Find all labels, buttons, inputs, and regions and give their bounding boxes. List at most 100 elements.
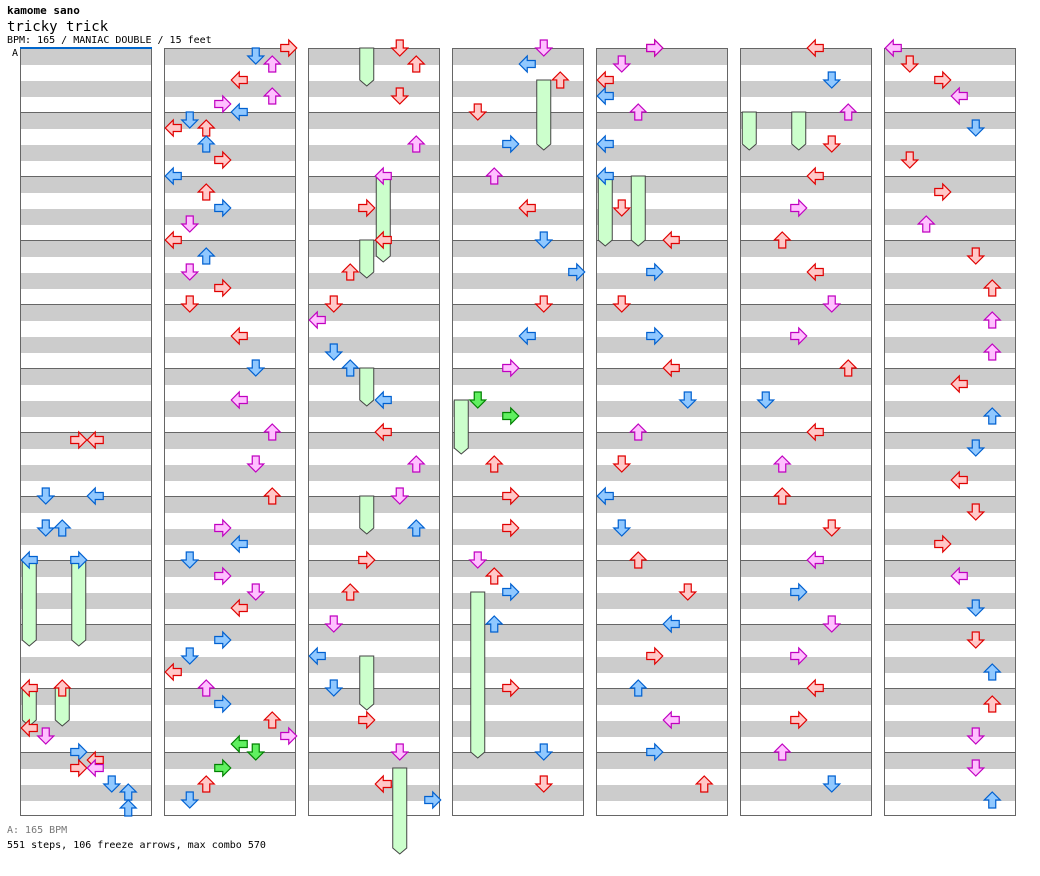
right-arrow-icon (70, 742, 88, 762)
up-arrow-icon (772, 743, 792, 761)
up-arrow-icon (52, 679, 72, 697)
down-arrow-icon (966, 119, 986, 137)
down-arrow-icon (468, 103, 488, 121)
down-arrow-icon (822, 71, 842, 89)
down-arrow-icon (822, 775, 842, 793)
right-arrow-icon (790, 198, 808, 218)
measure-line (741, 560, 871, 561)
up-arrow-icon (196, 679, 216, 697)
measure-line (165, 496, 295, 497)
down-arrow-icon (612, 295, 632, 313)
measure-line (453, 624, 583, 625)
up-arrow-icon (694, 775, 714, 793)
down-arrow-icon (822, 295, 842, 313)
right-arrow-icon (502, 358, 520, 378)
freeze-arrow (741, 111, 757, 151)
down-arrow-icon (822, 615, 842, 633)
down-arrow-icon (966, 247, 986, 265)
measure-line (885, 368, 1015, 369)
measure-line (453, 432, 583, 433)
left-arrow-icon (374, 390, 392, 410)
up-arrow-icon (916, 215, 936, 233)
measure-line (885, 496, 1015, 497)
up-arrow-icon (628, 103, 648, 121)
up-arrow-icon (838, 359, 858, 377)
left-arrow-icon (374, 774, 392, 794)
chart-column (884, 48, 1016, 816)
up-arrow-icon (982, 343, 1002, 361)
left-arrow-icon (806, 166, 824, 186)
left-arrow-icon (950, 470, 968, 490)
up-arrow-icon (262, 487, 282, 505)
left-arrow-icon (950, 86, 968, 106)
left-arrow-icon (86, 758, 104, 778)
up-arrow-icon (118, 783, 138, 801)
down-arrow-icon (246, 583, 266, 601)
measure-line (309, 752, 439, 753)
left-arrow-icon (518, 198, 536, 218)
down-arrow-icon (102, 775, 122, 793)
right-arrow-icon (502, 678, 520, 698)
up-arrow-icon (982, 695, 1002, 713)
down-arrow-icon (612, 455, 632, 473)
measure-line (885, 624, 1015, 625)
right-arrow-icon (70, 430, 88, 450)
left-arrow-icon (518, 54, 536, 74)
left-arrow-icon (662, 230, 680, 250)
up-arrow-icon (484, 167, 504, 185)
measure-line (741, 752, 871, 753)
left-arrow-icon (374, 230, 392, 250)
up-arrow-icon (628, 679, 648, 697)
left-arrow-icon (596, 86, 614, 106)
measure-line (741, 624, 871, 625)
down-arrow-icon (324, 343, 344, 361)
freeze-arrow (359, 47, 375, 87)
right-arrow-icon (646, 742, 664, 762)
up-arrow-icon (262, 711, 282, 729)
right-arrow-icon (280, 726, 298, 746)
down-arrow-icon (324, 679, 344, 697)
freeze-arrow (453, 399, 469, 455)
freeze-arrow (359, 495, 375, 535)
left-arrow-icon (662, 710, 680, 730)
freeze-arrow (470, 591, 486, 759)
down-arrow-icon (180, 551, 200, 569)
measure-line (597, 688, 727, 689)
down-arrow-icon (534, 295, 554, 313)
right-arrow-icon (358, 710, 376, 730)
up-arrow-icon (982, 311, 1002, 329)
freeze-arrow (359, 367, 375, 407)
measure-line (885, 432, 1015, 433)
freeze-arrow (375, 175, 391, 263)
down-arrow-icon (390, 39, 410, 57)
left-arrow-icon (806, 550, 824, 570)
measure-line (21, 240, 151, 241)
up-arrow-icon (406, 519, 426, 537)
up-arrow-icon (340, 583, 360, 601)
measure-line (309, 304, 439, 305)
right-arrow-icon (502, 406, 520, 426)
right-arrow-icon (214, 758, 232, 778)
freeze-arrow (536, 79, 552, 151)
left-arrow-icon (950, 566, 968, 586)
down-arrow-icon (180, 263, 200, 281)
down-arrow-icon (822, 519, 842, 537)
measure-line (597, 496, 727, 497)
up-arrow-icon (484, 615, 504, 633)
down-arrow-icon (468, 551, 488, 569)
measure-line (597, 624, 727, 625)
up-arrow-icon (838, 103, 858, 121)
right-arrow-icon (358, 198, 376, 218)
down-arrow-icon (966, 727, 986, 745)
right-arrow-icon (214, 94, 232, 114)
right-arrow-icon (214, 278, 232, 298)
left-arrow-icon (230, 326, 248, 346)
measure-line (885, 176, 1015, 177)
measure-line (21, 176, 151, 177)
up-arrow-icon (262, 87, 282, 105)
left-arrow-icon (308, 310, 326, 330)
left-arrow-icon (230, 102, 248, 122)
down-arrow-icon (534, 775, 554, 793)
measure-line (21, 688, 151, 689)
down-arrow-icon (966, 759, 986, 777)
